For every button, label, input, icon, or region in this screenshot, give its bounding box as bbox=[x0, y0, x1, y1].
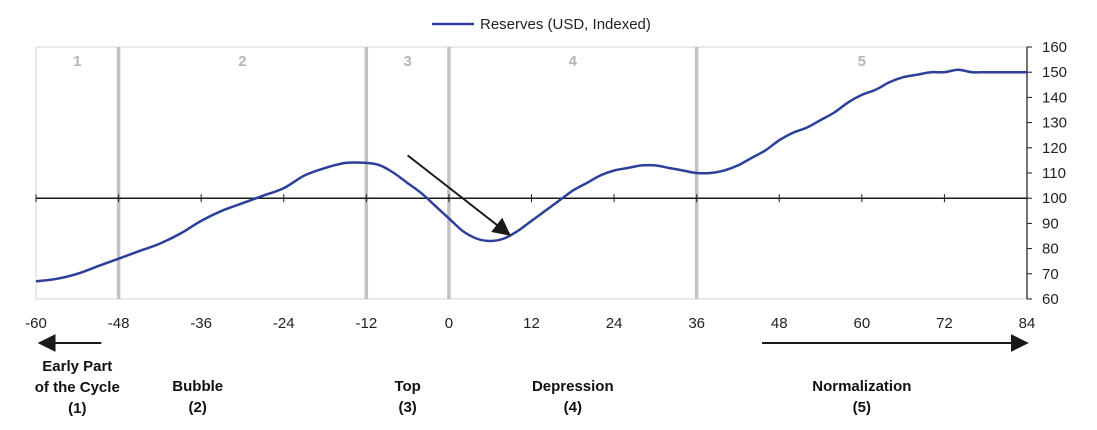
phase-label: (2) bbox=[189, 399, 207, 416]
series-line-reserves bbox=[35, 68, 1027, 283]
x-tick-label: 48 bbox=[771, 315, 788, 332]
y-tick-label: 100 bbox=[1042, 190, 1067, 207]
phase-number: 1 bbox=[73, 53, 81, 70]
y-tick-label: 160 bbox=[1042, 39, 1067, 56]
y-tick-label: 80 bbox=[1042, 241, 1059, 258]
y-tick-label: 110 bbox=[1042, 165, 1066, 182]
decline-arrow bbox=[407, 154, 511, 236]
phase-label: Top bbox=[394, 378, 420, 395]
x-tick-label: -36 bbox=[190, 315, 212, 332]
phase-label: Depression bbox=[532, 378, 614, 395]
phase-label: Bubble bbox=[172, 378, 223, 395]
x-tick-label: 12 bbox=[523, 315, 540, 332]
phase-number: 2 bbox=[238, 53, 246, 70]
plot-frame bbox=[35, 46, 1028, 300]
phase-label: of the Cycle bbox=[35, 379, 120, 396]
phase-number: 3 bbox=[403, 53, 411, 70]
x-tick-label: 60 bbox=[853, 315, 870, 332]
x-tick-label: 36 bbox=[688, 315, 705, 332]
phase-label: (1) bbox=[68, 400, 86, 417]
phase-label: (4) bbox=[564, 399, 582, 416]
x-tick-label: -12 bbox=[355, 315, 377, 332]
x-tick-label: -24 bbox=[273, 315, 295, 332]
x-tick-label: 0 bbox=[445, 315, 453, 332]
phase-label: Early Part bbox=[42, 358, 112, 375]
x-tick-label: 84 bbox=[1019, 315, 1036, 332]
phase-number: 4 bbox=[569, 53, 578, 70]
x-tick-label: 24 bbox=[606, 315, 623, 332]
y-tick-label: 140 bbox=[1042, 89, 1067, 106]
y-tick-label: 120 bbox=[1042, 140, 1067, 157]
y-tick-label: 130 bbox=[1042, 115, 1067, 132]
x-tick-label: -60 bbox=[25, 315, 47, 332]
phase-number: 5 bbox=[858, 53, 866, 70]
x-tick-label: 72 bbox=[936, 315, 953, 332]
y-tick-label: 90 bbox=[1042, 215, 1059, 232]
y-tick-label: 150 bbox=[1042, 64, 1067, 81]
phase-label: Normalization bbox=[812, 378, 911, 395]
y-tick-label: 60 bbox=[1042, 291, 1059, 308]
y-tick-label: 70 bbox=[1042, 266, 1059, 283]
legend: Reserves (USD, Indexed) bbox=[432, 16, 651, 33]
x-tick-label: -48 bbox=[108, 315, 130, 332]
phase-label: (3) bbox=[398, 399, 416, 416]
phase-label: (5) bbox=[853, 399, 871, 416]
annotations: Early Part of the Cycle (1) Bubble (2) Top (3)… bbox=[35, 154, 1029, 417]
legend-label: Reserves (USD, Indexed) bbox=[480, 16, 651, 33]
